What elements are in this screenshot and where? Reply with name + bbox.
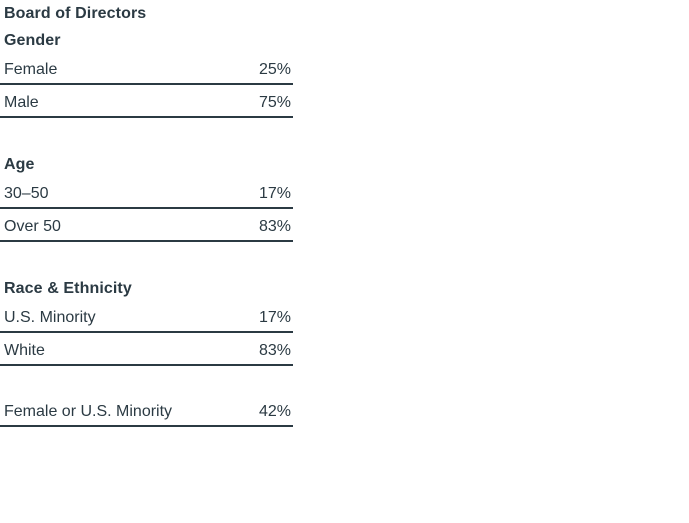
section-heading-age: Age	[4, 156, 35, 173]
section-heading-race-ethnicity: Race & Ethnicity	[4, 280, 132, 297]
section-age: Age 30–50 17% Over 50 83%	[0, 154, 293, 242]
stat-value: 17%	[258, 185, 291, 202]
stat-row-female-or-us-minority: Female or U.S. Minority 42%	[0, 402, 293, 427]
section-heading-gender: Gender	[4, 32, 61, 49]
stat-label: Female	[4, 61, 58, 78]
board-of-directors-table: Board of Directors Gender Female 25% Mal…	[0, 3, 293, 427]
stat-row-female: Female 25%	[0, 60, 293, 85]
stat-value: 83%	[258, 342, 291, 359]
stat-row-male: Male 75%	[0, 93, 293, 118]
section-gender: Gender Female 25% Male 75%	[0, 30, 293, 118]
stat-value: 75%	[258, 94, 291, 111]
stat-row-us-minority: U.S. Minority 17%	[0, 308, 293, 333]
stat-label: White	[4, 342, 45, 359]
page-title: Board of Directors	[4, 5, 147, 22]
stat-value: 42%	[258, 403, 291, 420]
stat-label: Over 50	[4, 218, 61, 235]
stat-label: 30–50	[4, 185, 49, 202]
stat-label: Female or U.S. Minority	[4, 403, 173, 420]
stat-row-white: White 83%	[0, 341, 293, 366]
stat-row-over-50: Over 50 83%	[0, 217, 293, 242]
stat-label: Male	[4, 94, 39, 111]
stat-label: U.S. Minority	[4, 309, 96, 326]
section-combined: Female or U.S. Minority 42%	[0, 402, 293, 427]
stat-value: 17%	[258, 309, 291, 326]
stat-row-30-50: 30–50 17%	[0, 184, 293, 209]
stat-value: 83%	[258, 218, 291, 235]
stat-value: 25%	[258, 61, 291, 78]
section-race-ethnicity: Race & Ethnicity U.S. Minority 17% White…	[0, 278, 293, 366]
